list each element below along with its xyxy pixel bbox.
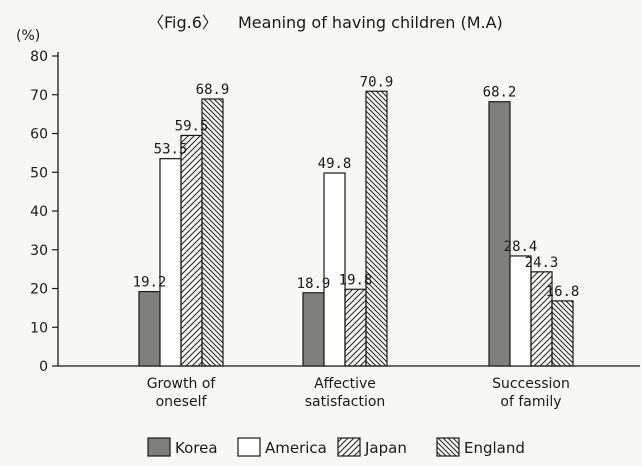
y-tick-label: 30 — [30, 243, 48, 259]
legend: Korea America Japan England — [147, 437, 525, 457]
y-tick-label: 40 — [30, 204, 48, 220]
y-tick-label: 50 — [30, 165, 48, 181]
bar-england — [201, 98, 224, 367]
bar-korea — [138, 291, 161, 367]
data-label: 49.8 — [318, 156, 352, 172]
legend-label: Japan — [364, 439, 407, 457]
category-label: Growth of — [147, 376, 217, 392]
data-label: 16.8 — [546, 284, 580, 300]
legend-swatch-japan — [337, 437, 361, 457]
data-label: 68.2 — [483, 85, 517, 101]
data-label: 70.9 — [360, 74, 394, 90]
category-label: of family — [500, 394, 561, 410]
bar-korea — [302, 292, 325, 367]
bar-japan — [344, 288, 367, 367]
category-label: Succession — [492, 376, 570, 392]
bar-america — [509, 255, 532, 367]
y-tick-label: 70 — [30, 88, 48, 104]
legend-label: England — [464, 439, 525, 457]
data-label: 59.5 — [175, 118, 209, 134]
y-tick-label: 80 — [30, 49, 48, 65]
axis-layer: 0 10 20 30 40 50 60 70 80 Growth of oneself Affecti… — [30, 49, 640, 410]
bar-layer — [138, 90, 574, 367]
bar-america — [159, 158, 182, 367]
y-tick-label: 20 — [30, 282, 48, 298]
legend-swatch-america — [237, 437, 261, 457]
legend-swatch-england — [436, 437, 460, 457]
legend-label: America — [265, 439, 327, 457]
data-label: 18.9 — [297, 276, 331, 292]
category-label: satisfaction — [305, 394, 386, 410]
label-layer: 19.2 18.9 68.2 53.5 49.8 28.4 59.5 19.8 24.3 68.9… — [133, 74, 580, 300]
legend-swatch-korea — [147, 437, 171, 457]
category-label: oneself — [156, 394, 208, 410]
y-tick-label: 10 — [30, 320, 48, 336]
figure-number: 〈Fig.6〉 — [148, 13, 218, 32]
data-label: 19.8 — [339, 272, 373, 288]
data-label: 53.5 — [154, 142, 188, 158]
bar-japan — [180, 134, 203, 367]
bar-america — [323, 172, 346, 367]
data-label: 28.4 — [504, 239, 538, 255]
category-label: Affective — [314, 376, 376, 392]
bar-england — [365, 90, 388, 367]
data-label: 68.9 — [196, 82, 230, 98]
chart-title: Meaning of having children (M.A) — [238, 13, 503, 32]
y-tick-label: 60 — [30, 127, 48, 143]
data-label: 19.2 — [133, 275, 167, 291]
legend-label: Korea — [175, 439, 218, 457]
bar-england — [551, 300, 574, 367]
bar-korea — [488, 101, 511, 367]
data-label: 24.3 — [525, 255, 559, 271]
y-tick-label: 0 — [39, 359, 48, 375]
y-axis-unit: (%) — [16, 28, 40, 44]
